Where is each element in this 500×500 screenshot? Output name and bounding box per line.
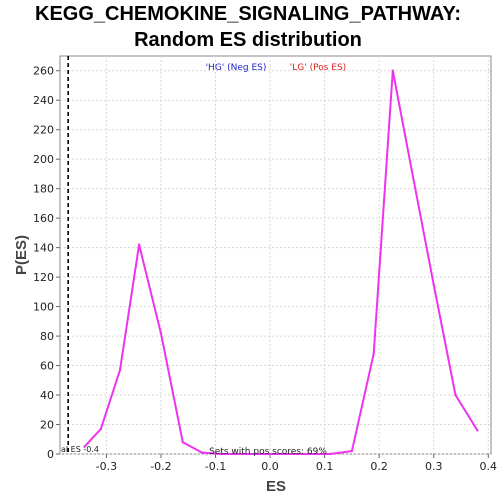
data-point bbox=[476, 429, 479, 432]
data-point bbox=[328, 452, 332, 456]
x-tick-label: 0.4 bbox=[480, 460, 498, 473]
data-point bbox=[285, 452, 288, 456]
y-tick-label: 200 bbox=[33, 153, 54, 166]
y-tick-label: 0 bbox=[47, 448, 54, 461]
data-point bbox=[200, 451, 204, 454]
data-point bbox=[432, 283, 435, 286]
y-tick-label: 20 bbox=[40, 419, 54, 432]
data-point bbox=[181, 441, 184, 444]
x-tick-label: -0.2 bbox=[150, 460, 171, 473]
series-line bbox=[83, 70, 479, 455]
y-tick-label: 220 bbox=[33, 124, 54, 137]
data-point bbox=[372, 352, 375, 355]
x-tick-label: 0.1 bbox=[316, 460, 334, 473]
data-point bbox=[137, 243, 141, 246]
y-tick-label: 140 bbox=[33, 242, 54, 255]
x-tick-label: 0.2 bbox=[370, 460, 388, 473]
y-axis-label: P(ES) bbox=[13, 235, 30, 275]
y-tick-label: 120 bbox=[33, 271, 54, 284]
y-tick-label: 180 bbox=[33, 183, 54, 196]
x-tick-label: 0.0 bbox=[261, 460, 279, 473]
actual-es-label: al ES -0.4 bbox=[61, 445, 99, 454]
x-axis-ticks: -0.3 -0.2 -0.1 0.0 0.1 0.2 0.3 0.4 bbox=[96, 454, 497, 473]
data-point bbox=[241, 452, 244, 456]
chart-title: KEGG_CHEMOKINE_SIGNALING_PATHWAY: bbox=[35, 3, 461, 25]
data-point bbox=[350, 449, 354, 453]
x-axis-label: ES bbox=[266, 478, 286, 495]
y-tick-label: 40 bbox=[40, 389, 54, 402]
data-point bbox=[99, 427, 103, 431]
y-tick-label: 60 bbox=[40, 360, 54, 373]
y-axis-ticks: 0 20 40 60 80 100 120 140 160 180 200 220 240 260 bbox=[33, 65, 60, 461]
series-points bbox=[83, 69, 479, 456]
data-point bbox=[454, 393, 457, 397]
legend-pos: 'LG' (Pos ES) bbox=[290, 63, 346, 73]
data-point bbox=[219, 452, 223, 456]
data-point bbox=[307, 452, 310, 456]
data-point bbox=[391, 69, 394, 72]
data-point bbox=[410, 169, 414, 173]
data-point bbox=[159, 331, 163, 335]
legend-neg: 'HG' (Neg ES) bbox=[206, 63, 267, 73]
x-tick-label: -0.1 bbox=[205, 460, 226, 473]
y-tick-label: 240 bbox=[33, 94, 54, 107]
y-tick-label: 160 bbox=[33, 212, 54, 225]
data-point bbox=[263, 452, 266, 456]
y-tick-label: 100 bbox=[33, 301, 54, 314]
plot-area bbox=[59, 55, 492, 455]
data-point bbox=[83, 445, 86, 448]
pos-scores-annotation: Sets with pos scores: 69% bbox=[209, 447, 327, 457]
y-tick-label: 260 bbox=[33, 65, 54, 78]
x-tick-label: -0.3 bbox=[96, 460, 117, 473]
x-tick-label: 0.3 bbox=[425, 460, 443, 473]
chart-subtitle: Random ES distribution bbox=[134, 29, 362, 51]
data-point bbox=[118, 368, 122, 372]
y-tick-label: 80 bbox=[40, 330, 54, 343]
